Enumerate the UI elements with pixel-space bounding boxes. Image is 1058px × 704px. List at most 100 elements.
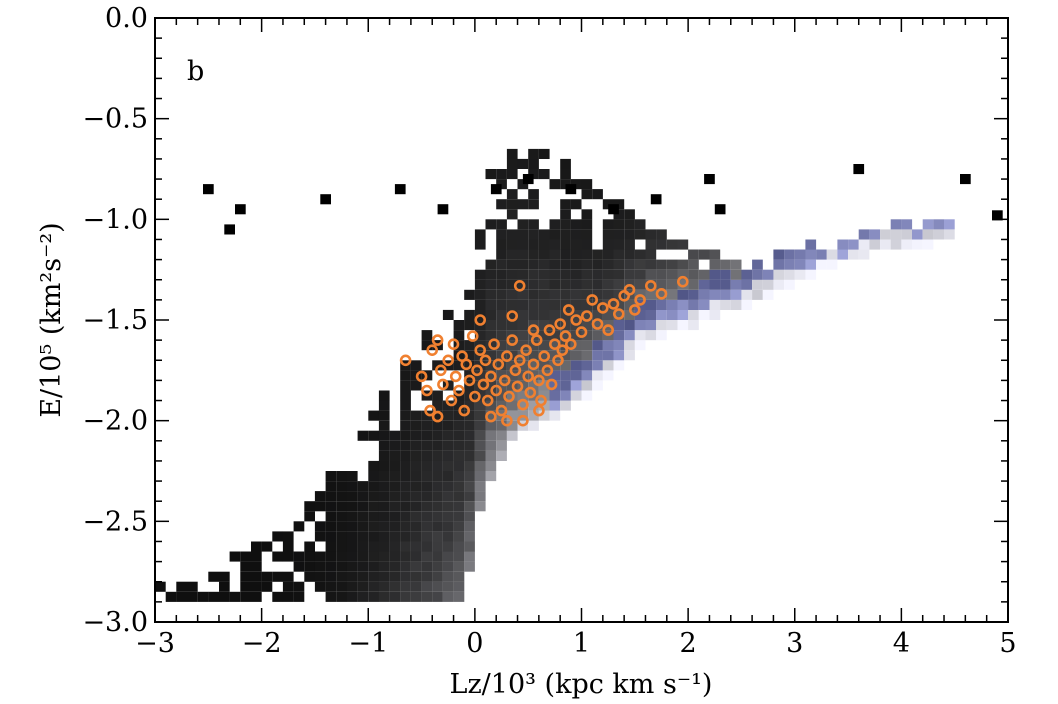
density-bin: [261, 571, 273, 582]
density-bin: [464, 501, 475, 512]
density-bin: [698, 289, 710, 300]
y-tick-label: −3.0: [82, 607, 148, 638]
density-bin: [453, 591, 465, 602]
density-bin: [378, 581, 390, 592]
density-bin: [634, 269, 646, 280]
density-bin: [336, 491, 347, 502]
density-bin: [656, 239, 667, 250]
density-bin: [538, 350, 550, 361]
density-bin: [485, 350, 497, 361]
data-point: [437, 378, 449, 391]
density-bin: [826, 249, 838, 260]
density-bin: [208, 591, 219, 602]
density-bin: [421, 460, 433, 471]
data-point: [535, 394, 547, 407]
density-bin: [368, 551, 379, 562]
density-bin: [389, 571, 401, 582]
density-bin: [517, 390, 529, 401]
data-point: [469, 390, 481, 403]
density-bin: [624, 239, 635, 250]
data-point: [458, 404, 471, 417]
density-bin: [474, 420, 486, 431]
density-bin: [592, 259, 603, 270]
density-bin: [506, 169, 518, 180]
density-bin: [538, 299, 550, 310]
density-bin: [517, 219, 529, 230]
density-bin: [378, 591, 390, 602]
density-bin: [410, 521, 422, 532]
density-bin: [602, 289, 614, 300]
density-bin: [389, 521, 401, 532]
density-bin: [453, 320, 465, 331]
density-bin: [506, 360, 518, 371]
density-bin: [762, 289, 774, 300]
density-bin: [464, 340, 475, 351]
density-bin: [570, 279, 582, 290]
density-bin: [410, 491, 422, 502]
density-bin: [496, 450, 507, 461]
density-outlier-bin: [203, 184, 214, 195]
density-outlier-bin: [565, 184, 577, 195]
density-bin: [592, 269, 603, 280]
density-bin: [901, 219, 913, 230]
density-bin: [656, 269, 667, 280]
density-bin: [698, 299, 710, 310]
x-tick-label: 2: [680, 628, 697, 659]
density-bin: [378, 410, 390, 421]
density-bin: [496, 430, 507, 441]
density-bin: [560, 289, 571, 300]
density-bin: [378, 551, 390, 562]
density-bin: [325, 581, 337, 592]
density-bin: [474, 440, 486, 451]
density-bin: [549, 400, 561, 411]
density-bin: [602, 370, 614, 381]
density-bin: [219, 571, 230, 582]
density-bin: [528, 229, 539, 240]
density-bin: [474, 279, 486, 290]
density-bin: [325, 521, 337, 532]
density-bin: [538, 269, 550, 280]
density-bin: [346, 571, 358, 582]
density-bin: [666, 309, 678, 320]
density-bin: [560, 269, 571, 280]
density-bin: [357, 551, 369, 562]
density-bin: [538, 169, 550, 180]
density-bin: [794, 249, 806, 260]
density-bin: [410, 440, 422, 451]
density-bin: [400, 410, 411, 421]
density-bin: [400, 390, 411, 401]
density-bin: [634, 259, 646, 270]
density-bin: [325, 511, 337, 522]
x-tick-label: −3: [135, 628, 175, 659]
density-bin: [400, 450, 411, 461]
density-bin: [496, 219, 507, 230]
density-bin: [400, 511, 411, 522]
density-bin: [421, 491, 433, 502]
data-point: [524, 386, 537, 399]
density-bin: [357, 591, 369, 602]
density-bin: [581, 239, 593, 250]
density-bin: [400, 471, 411, 482]
density-bin: [378, 440, 390, 451]
density-bin: [560, 158, 571, 169]
density-bin: [357, 501, 369, 512]
density-bin: [880, 239, 891, 250]
density-bin: [368, 541, 379, 552]
density-bin: [453, 531, 465, 542]
x-tick-label: 4: [893, 628, 910, 659]
density-bin: [506, 239, 518, 250]
density-bin: [421, 330, 433, 341]
density-bin: [357, 571, 369, 582]
data-point: [607, 298, 620, 310]
density-bin: [442, 430, 454, 441]
density-bin: [400, 440, 411, 451]
density-bin: [890, 239, 902, 250]
density-bin: [538, 239, 550, 250]
density-bin: [624, 309, 635, 320]
density-bin: [432, 491, 443, 502]
density-bin: [474, 481, 486, 492]
density-bin: [453, 420, 465, 431]
density-bin: [336, 551, 347, 562]
density-bin: [421, 340, 433, 351]
